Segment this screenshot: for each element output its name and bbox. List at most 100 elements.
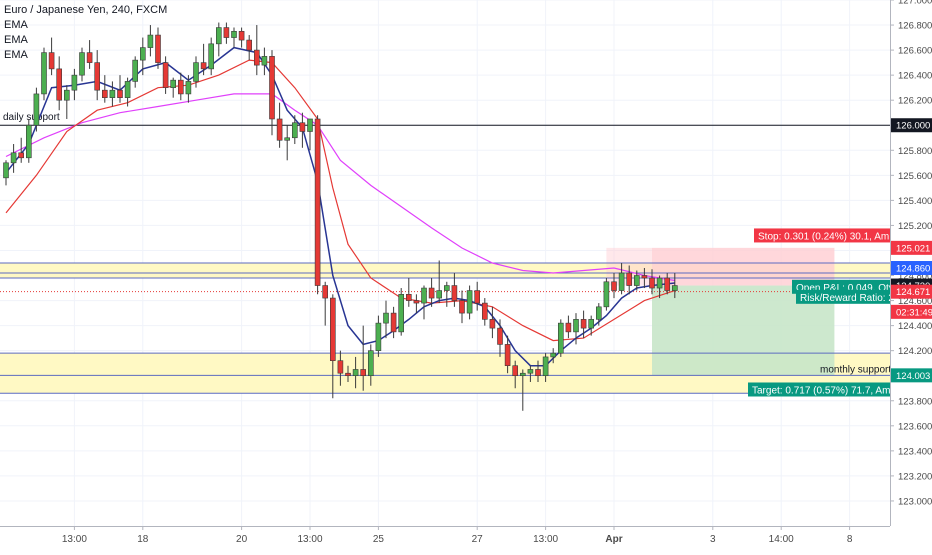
candle <box>345 365 351 382</box>
monthly-support-label: monthly support <box>820 364 891 375</box>
candle-body-bear <box>664 277 671 291</box>
candle <box>132 56 138 88</box>
candle <box>489 306 496 339</box>
candle-body-bear <box>413 300 420 304</box>
candle-body-bear <box>489 319 496 329</box>
candle-body-bull <box>367 350 374 377</box>
candle <box>109 81 116 107</box>
candle-body-bull <box>284 137 291 141</box>
ema-indicator-2[interactable]: EMA <box>4 34 28 46</box>
candle-body-bear <box>459 300 465 314</box>
candle <box>633 270 640 291</box>
candle-body-bear <box>504 344 511 366</box>
candle <box>117 75 123 103</box>
candle <box>86 40 93 69</box>
candle-body-bear <box>565 322 572 333</box>
ema-indicator-1[interactable]: EMA <box>4 19 28 31</box>
candle-body-bear <box>178 79 184 95</box>
time-tick-label: 3 <box>710 534 716 545</box>
candle-body-bear <box>405 294 412 301</box>
pnl-annotation-text: Open P&L: 0.049, Qty <box>796 283 894 294</box>
candle <box>102 75 108 103</box>
candle <box>588 315 595 336</box>
time-tick-label: 14:00 <box>769 534 794 545</box>
candle-body-bear <box>626 272 633 286</box>
candle <box>519 369 526 411</box>
candle <box>261 47 268 76</box>
candle <box>284 125 291 161</box>
current-price-label-text: 124.671 <box>896 287 930 298</box>
candle <box>41 47 47 101</box>
candle <box>200 43 207 76</box>
time-tick-label: 20 <box>236 534 248 545</box>
candle <box>626 265 633 295</box>
candle-body-bear <box>360 369 367 377</box>
ema-indicator-3[interactable]: EMA <box>4 49 28 61</box>
candle-body-bear <box>390 312 397 333</box>
candle-body-bear <box>345 372 351 377</box>
candle-body-bull <box>140 47 146 61</box>
candle <box>413 294 420 314</box>
price-tick-label: 127.000 <box>898 0 932 7</box>
candle-body-bear <box>48 52 55 70</box>
candle <box>641 268 648 289</box>
candle-body-bear <box>56 68 63 101</box>
price-tick-label: 124.400 <box>898 321 932 332</box>
candle <box>18 137 25 163</box>
candle <box>140 37 146 76</box>
candle <box>147 25 154 57</box>
target-annotation-bg <box>748 382 890 397</box>
stop-price-label-text: 125.021 <box>896 243 930 254</box>
candle-body-bull <box>436 290 443 299</box>
chart-legend[interactable]: Euro / Japanese Yen, 240, FXCM EMA EMA E… <box>4 3 167 63</box>
candle <box>603 278 610 311</box>
price-tick-label: 123.200 <box>898 471 932 482</box>
candle-body-bull <box>352 369 359 377</box>
rr-annotation: Risk/Reward Ratio: 2. <box>796 289 897 304</box>
candle <box>337 350 344 386</box>
candle <box>443 281 450 307</box>
candle-body-bull <box>519 372 526 377</box>
candle-body-bull <box>25 124 32 159</box>
candle <box>352 356 359 389</box>
candle-body-bull <box>573 319 579 333</box>
candle <box>124 77 131 107</box>
candle <box>56 56 63 111</box>
candle-body-bull <box>656 277 663 289</box>
candle <box>178 72 184 101</box>
candle <box>428 278 435 307</box>
price-tick-label: 125.800 <box>898 146 932 157</box>
candle <box>276 102 283 148</box>
candle <box>216 22 222 57</box>
candle-body-bull <box>291 122 298 139</box>
candle <box>535 360 541 382</box>
candle-body-bull <box>33 93 40 126</box>
time-tick-label: 8 <box>847 534 853 545</box>
candle <box>557 319 564 357</box>
price-axis: 123.000 123.200 123.400 123.600 123.800 124.0… <box>890 0 932 550</box>
candle <box>504 335 511 374</box>
candle-body-bear <box>641 275 648 279</box>
target-annotation: Target: 0.717 (0.57%) 71.7, Am <box>748 382 890 397</box>
candle <box>565 315 572 339</box>
candle-body-bear <box>580 319 587 329</box>
candle-body-bear <box>451 285 458 301</box>
stop-price-label: 125.021 <box>891 240 932 255</box>
candle-body-bull <box>3 162 9 179</box>
candle-body-bull <box>71 74 78 91</box>
candle <box>481 298 488 326</box>
price-tick-label: 126.800 <box>898 21 932 32</box>
candle <box>64 85 70 119</box>
stop-price-label-bg <box>891 240 932 255</box>
stop-zone <box>652 247 835 286</box>
price-tick-label: 126.400 <box>898 71 932 82</box>
candle <box>254 25 260 76</box>
candle <box>193 56 199 88</box>
candle-body-bull <box>307 118 313 132</box>
time-tick-label: 18 <box>137 534 149 545</box>
candle <box>94 50 100 101</box>
candle <box>595 303 602 326</box>
candle <box>383 300 389 339</box>
